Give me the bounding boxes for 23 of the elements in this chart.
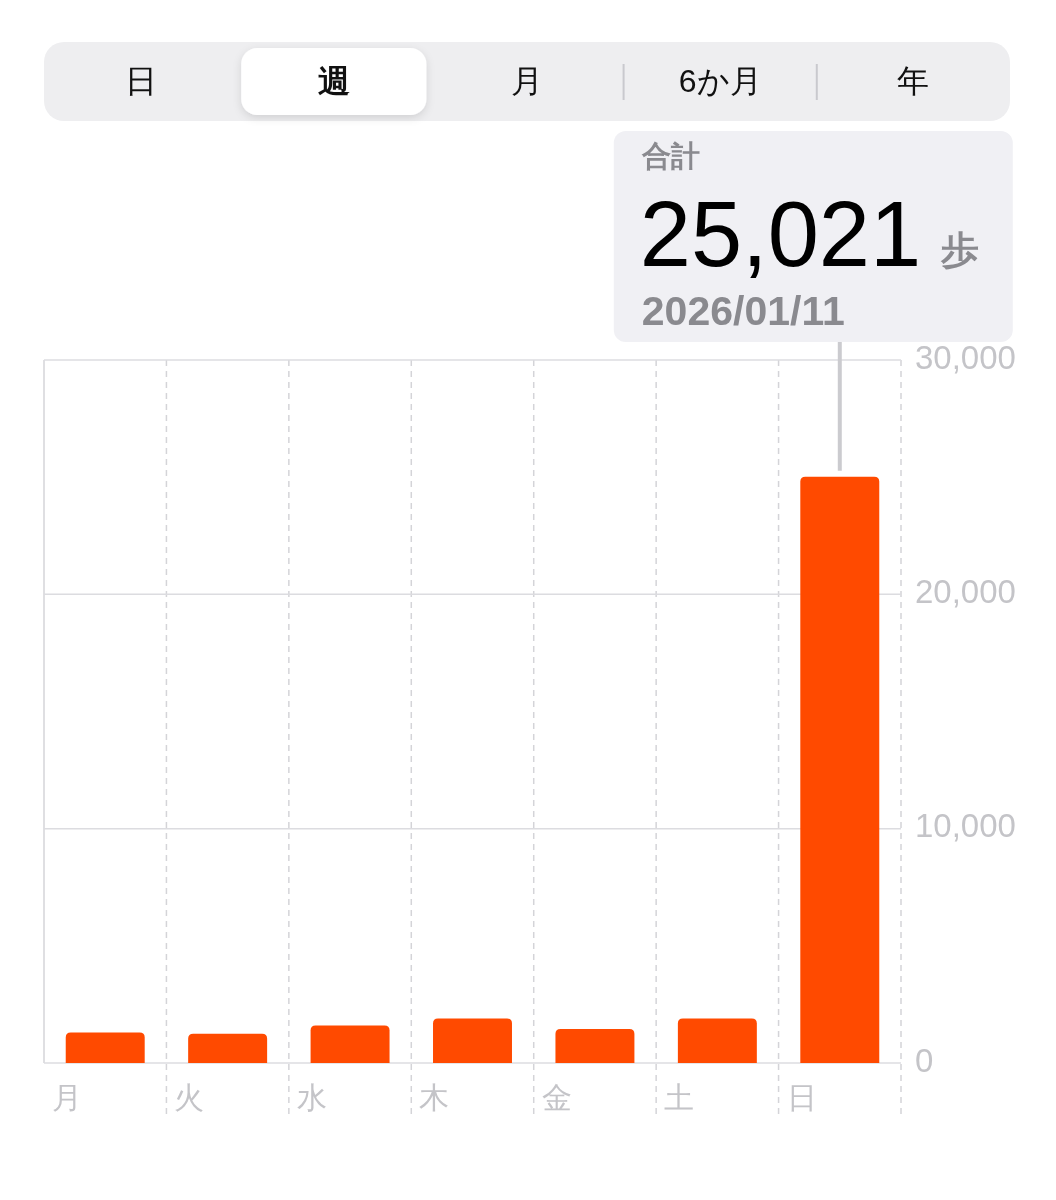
x-tick-label: 金 (541, 1080, 572, 1114)
bar (800, 476, 880, 1063)
y-tick-label: 20,000 (915, 573, 1016, 611)
text: 合計 (640, 139, 700, 172)
bar (310, 1025, 390, 1063)
x-tick-label: 水 (296, 1080, 327, 1114)
y-tick-label: 0 (915, 1041, 934, 1079)
x-tick-label: 日 (786, 1080, 817, 1114)
x-tick-label: 月 (52, 1080, 82, 1114)
data-label: 25,021 (639, 183, 922, 285)
x-tick-label: 木 (419, 1080, 450, 1114)
y-tick-label: 10,000 (915, 807, 1016, 845)
segmented-control: 日 週 月 6か月 年 (44, 42, 1010, 121)
bar (677, 1018, 757, 1063)
bar (555, 1029, 635, 1063)
y-tick-label: 30,000 (915, 338, 1016, 376)
bar (188, 1033, 268, 1063)
x-tick-label: 土 (664, 1080, 695, 1114)
text: 2026/01/11 (641, 287, 845, 334)
bar (65, 1032, 145, 1063)
bar (433, 1018, 512, 1063)
x-tick-label: 火 (174, 1080, 205, 1114)
text: 歩 (940, 229, 980, 271)
